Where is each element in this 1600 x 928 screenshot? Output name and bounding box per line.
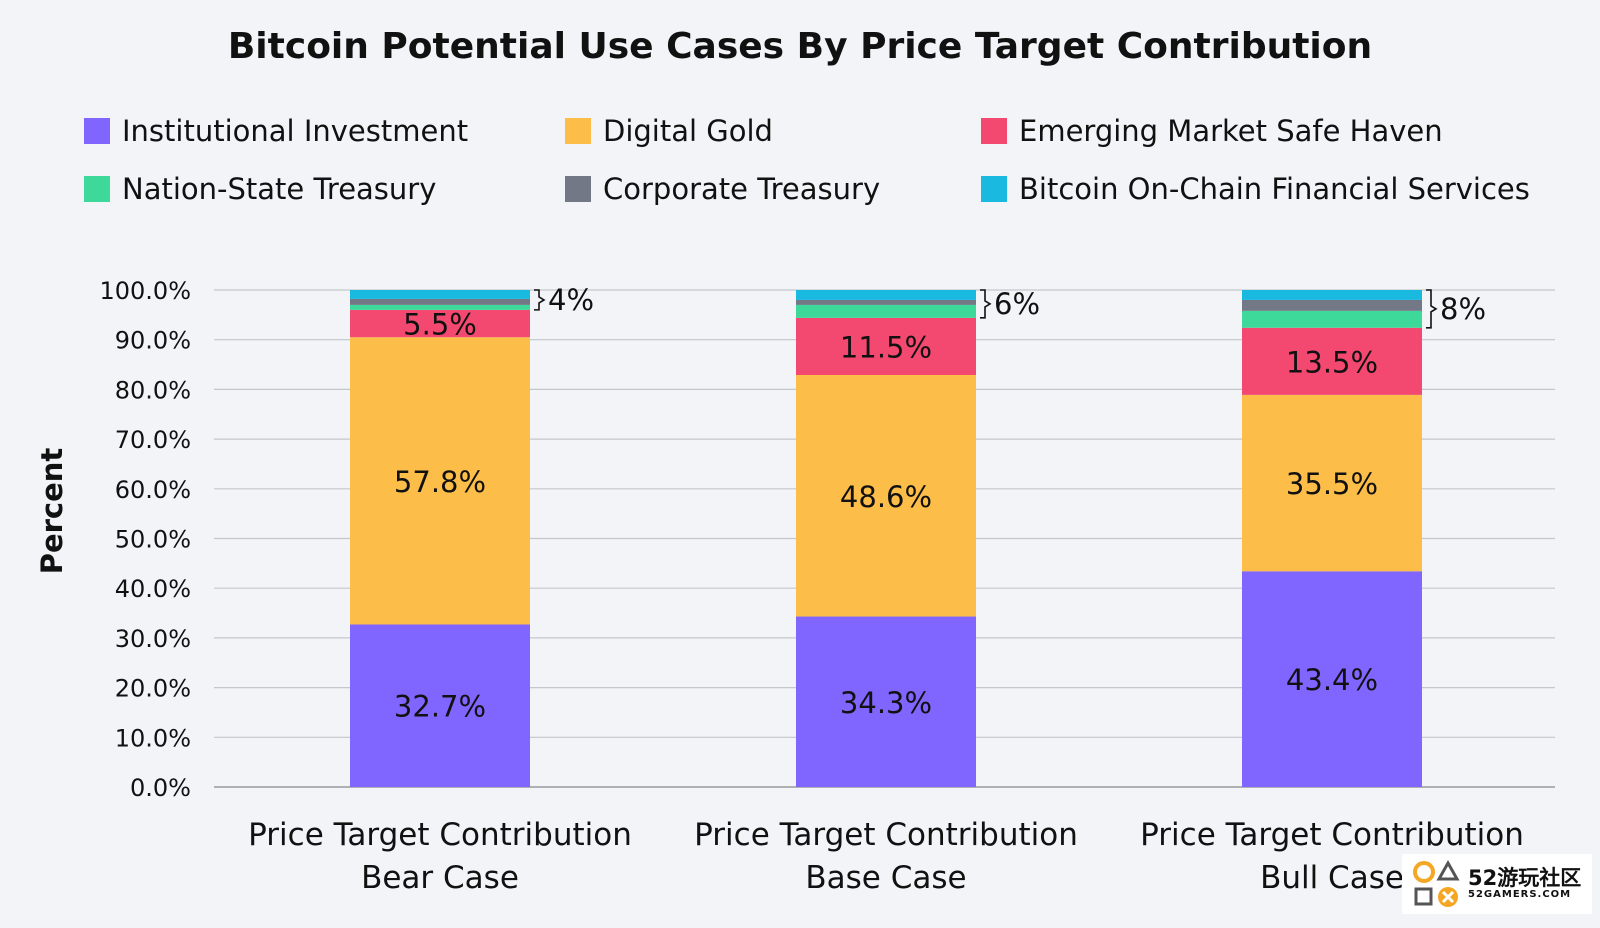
- y-tick-label: 40.0%: [115, 575, 191, 603]
- legend-label: Corporate Treasury: [603, 172, 880, 206]
- legend-swatch: [981, 118, 1007, 144]
- bar-segment: [796, 374, 976, 617]
- legend-label: Institutional Investment: [122, 114, 468, 148]
- data-label: 13.5%: [1286, 345, 1378, 379]
- bar-segment: [350, 298, 530, 305]
- bracket-annotation: 6%: [994, 287, 1040, 321]
- data-label: 35.5%: [1286, 467, 1378, 501]
- legend-swatch: [981, 176, 1007, 202]
- legend-swatch: [84, 118, 110, 144]
- data-label: 48.6%: [840, 480, 932, 514]
- bar-segment: [350, 337, 530, 625]
- legend-swatch: [565, 118, 591, 144]
- bar-segment: [1242, 310, 1422, 328]
- bracket: [980, 289, 992, 319]
- data-label: 43.4%: [1286, 663, 1378, 697]
- legend-label: Bitcoin On-Chain Financial Services: [1019, 172, 1530, 206]
- legend-swatch: [565, 176, 591, 202]
- bar-segment: [796, 290, 976, 300]
- chart-title: Bitcoin Potential Use Cases By Price Tar…: [228, 26, 1372, 67]
- bar-segment: [1242, 327, 1422, 395]
- data-label: 11.5%: [840, 330, 932, 364]
- x-category-label: Bear Case: [361, 860, 519, 896]
- y-tick-label: 100.0%: [99, 277, 191, 305]
- y-tick-label: 70.0%: [115, 426, 191, 454]
- bar-segment: [796, 317, 976, 375]
- bracket: [1426, 289, 1438, 329]
- y-tick-label: 80.0%: [115, 376, 191, 404]
- y-tick-label: 0.0%: [130, 774, 191, 802]
- bracket: [534, 289, 546, 311]
- bar-segment: [796, 616, 976, 787]
- x-category-label: Base Case: [805, 860, 966, 896]
- data-label: 34.3%: [840, 686, 932, 720]
- bar-segment: [1242, 571, 1422, 787]
- x-category-label: Price Target Contribution: [248, 817, 632, 853]
- x-category-label: Bull Case: [1260, 860, 1404, 896]
- watermark-sub: 52GAMERS.COM: [1468, 889, 1572, 900]
- watermark: 52游玩社区 52GAMERS.COM: [1402, 854, 1592, 914]
- watermark-main: 52游玩社区: [1468, 866, 1582, 890]
- bracket-annotation: 8%: [1440, 292, 1486, 326]
- bar-segment: [796, 299, 976, 305]
- bar-segment: [350, 309, 530, 338]
- legend-swatch: [84, 176, 110, 202]
- data-label: 5.5%: [403, 308, 477, 342]
- x-category-label: Price Target Contribution: [694, 817, 1078, 853]
- bar-segment: [1242, 394, 1422, 572]
- bar-segment: [350, 304, 530, 310]
- y-tick-label: 10.0%: [115, 724, 191, 752]
- bracket-annotation: 4%: [548, 283, 594, 317]
- legend-label: Nation-State Treasury: [122, 172, 436, 206]
- data-label: 57.8%: [394, 465, 486, 499]
- bar-segment: [350, 290, 530, 299]
- bar-segment: [1242, 299, 1422, 311]
- y-tick-label: 90.0%: [115, 327, 191, 355]
- bar-segment: [796, 304, 976, 318]
- x-category-label: Price Target Contribution: [1140, 817, 1524, 853]
- y-tick-label: 20.0%: [115, 675, 191, 703]
- y-tick-label: 60.0%: [115, 476, 191, 504]
- legend-label: Emerging Market Safe Haven: [1019, 114, 1443, 148]
- y-tick-label: 50.0%: [115, 526, 191, 554]
- data-label: 32.7%: [394, 690, 486, 724]
- bar-segment: [1242, 290, 1422, 300]
- gamepad-symbols-icon: [1413, 859, 1460, 907]
- y-axis-label: Percent: [35, 448, 69, 575]
- legend-label: Digital Gold: [603, 114, 773, 148]
- y-tick-label: 30.0%: [115, 625, 191, 653]
- bar-segment: [350, 624, 530, 787]
